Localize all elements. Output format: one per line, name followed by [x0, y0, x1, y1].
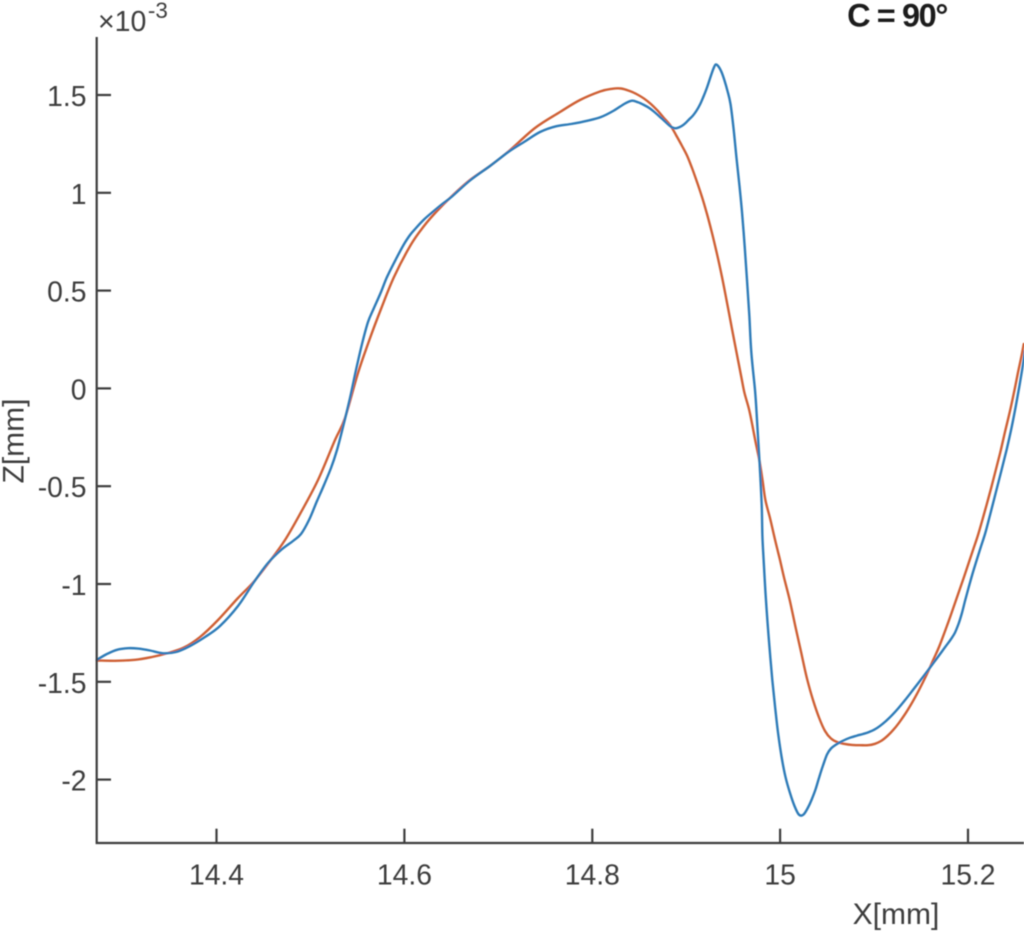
svg-text:14.6: 14.6	[377, 859, 432, 891]
svg-text:15.2: 15.2	[940, 859, 995, 891]
svg-text:-2: -2	[61, 765, 86, 797]
svg-text:-1: -1	[61, 569, 86, 601]
svg-text:-1.5: -1.5	[38, 667, 87, 699]
svg-text:0: 0	[71, 373, 87, 405]
svg-text:-0.5: -0.5	[38, 471, 87, 503]
svg-text:0.5: 0.5	[47, 276, 86, 308]
svg-text:Z[mm]: Z[mm]	[0, 399, 31, 484]
svg-text:14.4: 14.4	[189, 859, 244, 891]
svg-text:1.5: 1.5	[47, 80, 86, 112]
svg-text:C = 90°: C = 90°	[847, 0, 947, 34]
svg-text:X[mm]: X[mm]	[853, 898, 940, 931]
svg-text:×10-3: ×10-3	[98, 0, 168, 38]
svg-text:1: 1	[71, 178, 87, 210]
svg-text:15: 15	[764, 859, 795, 891]
svg-text:14.8: 14.8	[565, 859, 620, 891]
